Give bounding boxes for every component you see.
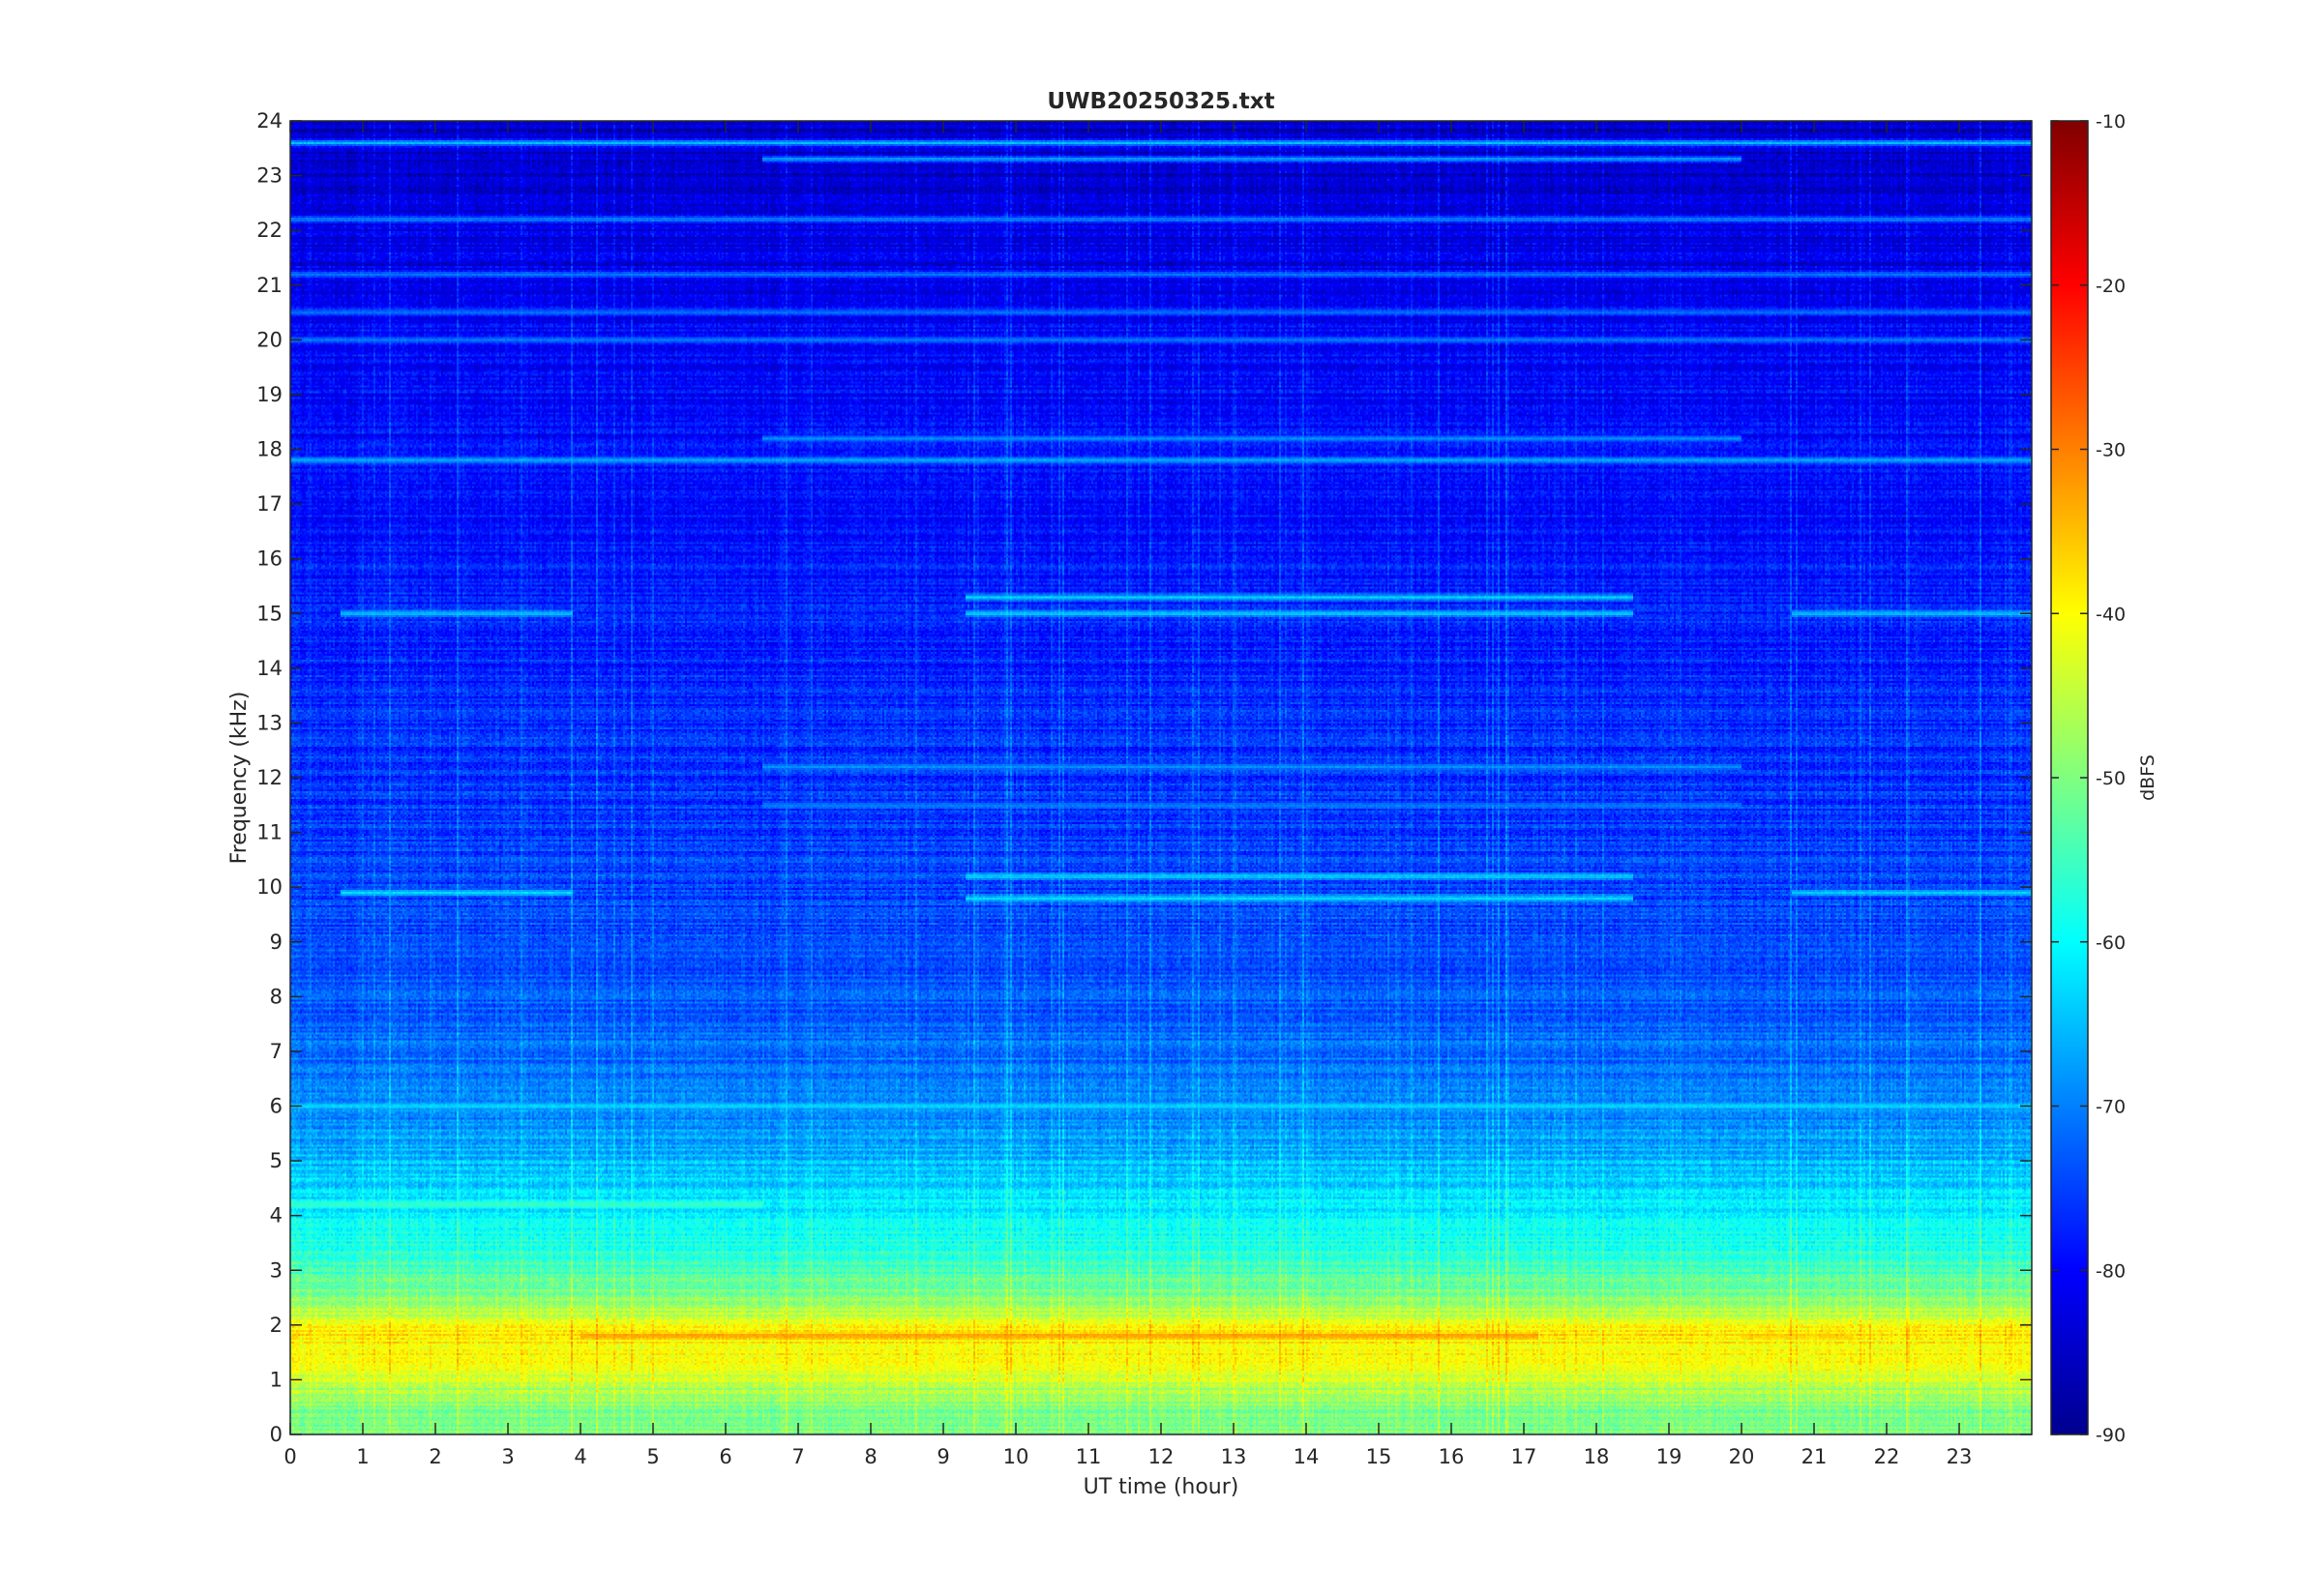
colorbar-tick-label: -90 — [2096, 1425, 2126, 1446]
y-tick-label: 12 — [256, 766, 283, 789]
x-tick-label: 13 — [1221, 1445, 1247, 1468]
x-tick-label: 19 — [1656, 1445, 1682, 1468]
x-tick-label: 21 — [1801, 1445, 1828, 1468]
x-tick-label: 11 — [1076, 1445, 1102, 1468]
colorbar-tick-label: -20 — [2096, 276, 2126, 297]
y-tick-label: 4 — [270, 1204, 283, 1227]
y-tick-label: 7 — [270, 1040, 283, 1063]
colorbar-ticks: -10 -20 -30 -40 -50 -60 -70 -80 -90 — [2051, 111, 2126, 1446]
y-axis-label: Frequency (kHz) — [227, 692, 252, 865]
y-tick-label: 18 — [256, 438, 283, 461]
x-tick-label: 16 — [1439, 1445, 1465, 1468]
x-tick-label: 5 — [646, 1445, 659, 1468]
x-axis: 0 1 2 3 4 5 6 7 8 9 10 11 12 13 14 15 16 17 18 19 20 21 22 23 — [283, 121, 1972, 1468]
x-tick-label: 8 — [864, 1445, 877, 1468]
colorbar-tick-label: -80 — [2096, 1260, 2126, 1282]
x-tick-label: 0 — [283, 1445, 296, 1468]
y-tick-label: 24 — [256, 109, 283, 133]
y-tick-label: 15 — [256, 602, 283, 625]
x-tick-label: 1 — [356, 1445, 369, 1468]
colorbar: -10 -20 -30 -40 -50 -60 -70 -80 -90 dBFS — [2050, 111, 2158, 1446]
colorbar-label: dBFS — [2137, 754, 2158, 801]
x-tick-label: 7 — [791, 1445, 804, 1468]
y-tick-label: 20 — [256, 328, 283, 351]
x-tick-label: 17 — [1511, 1445, 1537, 1468]
y-tick-label: 6 — [270, 1095, 283, 1118]
x-tick-label: 20 — [1729, 1445, 1755, 1468]
heatmap-image — [290, 121, 2032, 1434]
y-tick-label: 21 — [256, 274, 283, 297]
y-tick-label: 5 — [270, 1149, 283, 1172]
x-tick-label: 2 — [429, 1445, 441, 1468]
y-tick-label: 3 — [270, 1258, 283, 1282]
y-tick-label: 17 — [256, 492, 283, 516]
y-tick-label: 13 — [256, 711, 283, 734]
chart-title: UWB20250325.txt — [1047, 89, 1274, 114]
x-tick-label: 23 — [1947, 1445, 1973, 1468]
x-tick-label: 6 — [719, 1445, 731, 1468]
colorbar-tick-label: -60 — [2096, 932, 2126, 954]
x-tick-label: 12 — [1148, 1445, 1175, 1468]
y-tick-label: 1 — [270, 1368, 283, 1391]
y-tick-label: 0 — [270, 1423, 283, 1446]
x-tick-label: 22 — [1874, 1445, 1900, 1468]
x-tick-label: 10 — [1003, 1445, 1029, 1468]
plot-area — [289, 120, 2033, 1435]
x-tick-label: 18 — [1584, 1445, 1610, 1468]
colorbar-tick-label: -50 — [2096, 768, 2126, 789]
x-axis-label: UT time (hour) — [1084, 1475, 1239, 1499]
colorbar-tick-label: -10 — [2096, 111, 2126, 133]
x-tick-label: 9 — [937, 1445, 949, 1468]
y-tick-label: 9 — [270, 931, 283, 954]
x-tick-label: 4 — [574, 1445, 586, 1468]
colorbar-tick-label: -70 — [2096, 1097, 2126, 1118]
y-tick-label: 8 — [270, 985, 283, 1008]
y-tick-label: 14 — [256, 657, 283, 680]
y-tick-label: 11 — [256, 821, 283, 844]
x-tick-label: 15 — [1366, 1445, 1392, 1468]
y-tick-label: 22 — [256, 219, 283, 242]
x-tick-label: 3 — [501, 1445, 514, 1468]
y-tick-label: 2 — [270, 1314, 283, 1337]
y-tick-label: 10 — [256, 875, 283, 899]
y-tick-label: 19 — [256, 383, 283, 406]
x-tick-label: 14 — [1294, 1445, 1320, 1468]
colorbar-tick-label: -40 — [2096, 604, 2126, 625]
y-tick-label: 16 — [256, 547, 283, 571]
colorbar-tick-label: -30 — [2096, 440, 2126, 461]
y-tick-label: 23 — [256, 164, 283, 188]
